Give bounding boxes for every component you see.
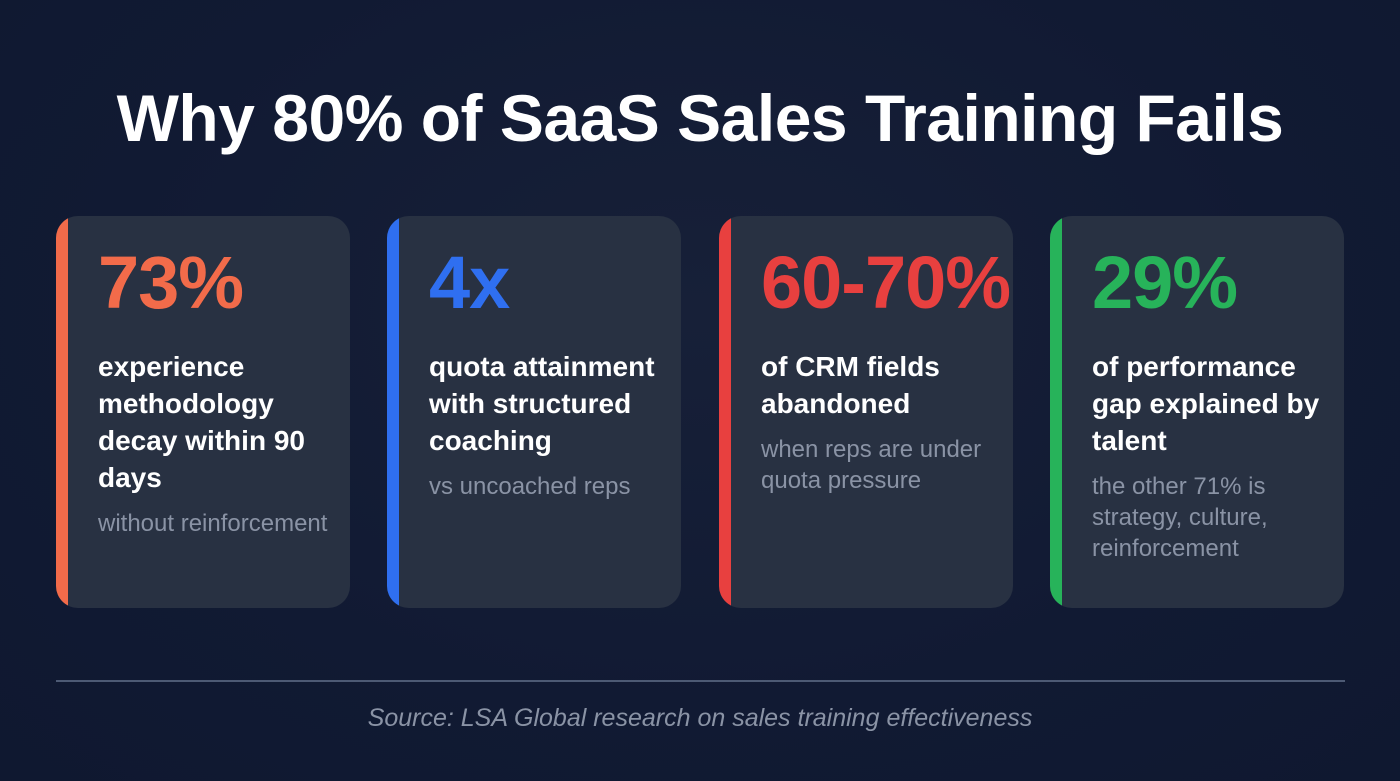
stat-headline-text: of performance gap explained by talent	[1092, 351, 1320, 456]
stat-subtext: when reps are under quota pressure	[761, 436, 982, 494]
stat-value: 29%	[1092, 241, 1238, 324]
stat-cards: 73% experience methodology decay within …	[56, 216, 1346, 608]
stat-headline-text: of CRM fields abandoned	[761, 351, 940, 419]
stat-card-methodology-decay: 73% experience methodology decay within …	[56, 216, 350, 608]
stat-headline-text: experience methodology decay within 90 d…	[98, 351, 305, 493]
stat-subtext: vs uncoached reps	[429, 473, 631, 500]
stat-headline: experience methodology decay within 90 d…	[98, 348, 343, 539]
stat-card-crm-fields: 60-70% of CRM fields abandoned when reps…	[719, 216, 1013, 608]
accent-bar	[1050, 216, 1062, 608]
source-citation: Source: LSA Global research on sales tra…	[367, 704, 1033, 732]
divider	[56, 680, 1345, 682]
stat-subtext: the other 71% is strategy, culture, rein…	[1092, 473, 1268, 562]
stat-card-talent-gap: 29% of performance gap explained by tale…	[1050, 216, 1344, 608]
stat-card-quota-attainment: 4x quota attainment with structured coac…	[387, 216, 681, 608]
stat-value: 60-70%	[761, 241, 1011, 324]
accent-bar	[387, 216, 399, 608]
stat-headline: of performance gap explained by talent t…	[1092, 348, 1337, 564]
stat-headline: of CRM fields abandoned when reps are un…	[761, 348, 1006, 496]
stat-subtext: without reinforcement	[98, 510, 328, 537]
accent-bar	[719, 216, 731, 608]
stat-headline-text: quota attainment with structured coachin…	[429, 351, 655, 456]
stat-value: 73%	[98, 241, 244, 324]
stat-headline: quota attainment with structured coachin…	[429, 348, 674, 502]
accent-bar	[56, 216, 68, 608]
page-title: Why 80% of SaaS Sales Training Fails	[116, 81, 1284, 155]
stat-value: 4x	[429, 241, 510, 324]
